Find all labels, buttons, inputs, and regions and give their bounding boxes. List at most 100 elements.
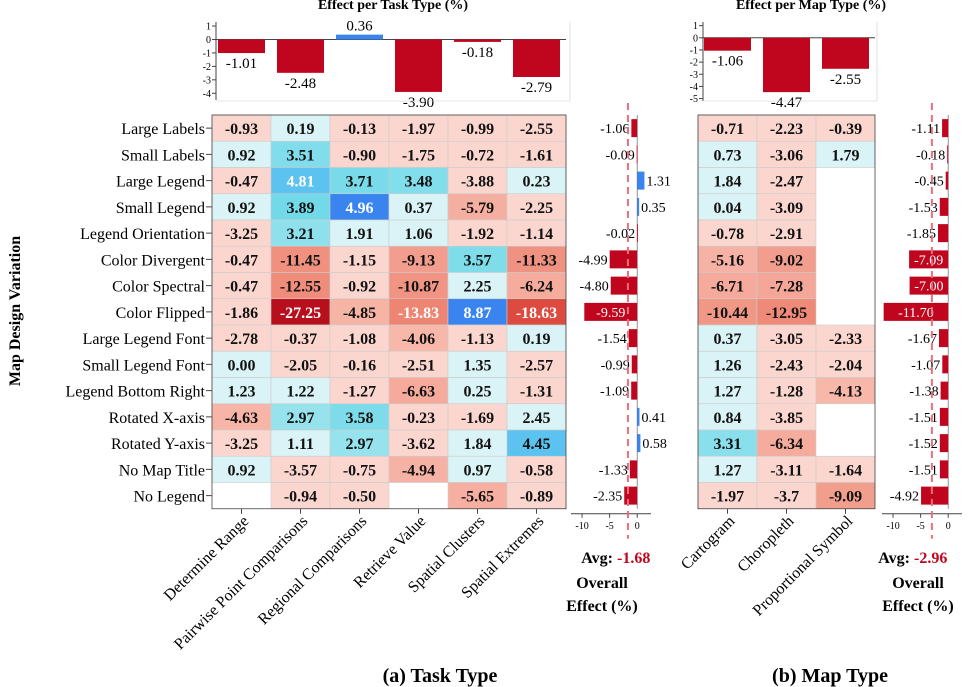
task-heatmap-cell-label: 3.48 — [405, 174, 433, 191]
task-heatmap-cell — [506, 167, 567, 195]
task-heatmap-cell — [329, 377, 390, 405]
task-heatmap-cell-label: 2.97 — [287, 410, 315, 427]
task-heatmap-cell-label: 1.35 — [464, 357, 492, 374]
task-heatmap-cell — [506, 193, 567, 221]
map-heatmap-column-label: Choropleth — [734, 513, 797, 576]
task-heatmap-cell — [270, 350, 331, 378]
map-overall-x-tick-label: -10 — [886, 521, 899, 532]
row-label: Large Legend — [116, 174, 205, 191]
panel-b-caption: (b) Map Type — [772, 665, 888, 687]
map-heatmap-cell — [756, 272, 817, 300]
task-overall-bar-label: -9.59 — [596, 306, 625, 321]
task-overall-bar — [636, 145, 638, 164]
task-heatmap-cell — [270, 403, 331, 431]
row-label: Rotated Y-axis — [111, 436, 205, 453]
map-heatmap-cell-label: -2.43 — [770, 357, 803, 374]
task-heatmap-cell-label: -3.25 — [225, 226, 258, 243]
task-heatmap-cell-label: -0.47 — [225, 279, 258, 296]
task-heatmap-cell-label: 8.87 — [464, 305, 492, 322]
task-heatmap-cell — [270, 482, 331, 510]
map-heatmap-cell-label: -3.7 — [774, 489, 799, 506]
task-heatmap-cell-label: 3.57 — [464, 252, 492, 269]
map-heatmap-cell — [756, 377, 817, 405]
task-heatmap-cell-label: 0.25 — [464, 384, 492, 401]
map-heatmap-column-label: Cartogram — [678, 512, 739, 573]
task-heatmap-cell — [506, 377, 567, 405]
task-heatmap-cell-label: -2.55 — [520, 121, 553, 138]
task-overall-bar — [637, 407, 640, 426]
task-heatmap-cell — [211, 140, 272, 168]
map-heatmap-cell — [756, 114, 817, 142]
task-heatmap-cell-label: 4.45 — [523, 436, 551, 453]
task-heatmap-cell-label: 1.22 — [287, 384, 315, 401]
task-heatmap-cell — [270, 245, 331, 273]
map-heatmap-cell-label: -2.47 — [770, 174, 803, 191]
row-label: Color Spectral — [112, 279, 205, 296]
task-heatmap-cell-label: 1.11 — [287, 436, 314, 453]
map-heatmap-cell-label: -0.78 — [711, 226, 744, 243]
map-bars-bar-label: -1.06 — [712, 54, 744, 70]
map-bars-bar — [822, 37, 869, 69]
task-heatmap-cell-label: -4.06 — [402, 331, 435, 348]
task-heatmap-cell — [506, 298, 567, 326]
map-heatmap-cell-label: -3.05 — [770, 331, 803, 348]
task-heatmap-cell-label: -0.75 — [343, 462, 376, 479]
map-heatmap-cell-label: -9.09 — [829, 489, 862, 506]
task-heatmap-cell-label: -6.24 — [520, 279, 553, 296]
map-heatmap-cell — [756, 298, 817, 326]
map-overall-bar-label: -0.45 — [915, 175, 944, 190]
task-heatmap-cell-label: -0.72 — [461, 147, 494, 164]
task-heatmap-cell-label: 2.45 — [523, 410, 551, 427]
map-heatmap-cell — [815, 482, 876, 510]
task-bars-bar-label: -3.90 — [403, 95, 434, 111]
task-bars-y-tick-label: -3 — [203, 75, 211, 86]
task-heatmap-cell — [329, 140, 390, 168]
task-heatmap-cell — [388, 114, 449, 142]
task-overall-bar-label: 0.35 — [641, 201, 666, 216]
map-heatmap-cell-label: -4.13 — [829, 384, 862, 401]
overall-map-label-1: Overall — [892, 575, 944, 592]
map-heatmap-cell-label: -9.02 — [770, 252, 803, 269]
task-heatmap-cell-label: -2.05 — [284, 357, 317, 374]
task-heatmap-cell — [211, 455, 272, 483]
map-bars-bar-label: -4.47 — [771, 95, 803, 111]
map-heatmap-cell-label: 1.26 — [714, 357, 742, 374]
task-overall-bar-label: -0.09 — [606, 148, 635, 163]
map-bars-y-tick-label: 0 — [693, 33, 698, 44]
row-label: Large Legend Font — [83, 331, 206, 348]
task-heatmap-cell-label: 3.51 — [287, 147, 315, 164]
map-overall-bar — [909, 276, 949, 295]
task-heatmap-cell-label: 1.84 — [464, 436, 492, 453]
task-heatmap-cell-label: -3.57 — [284, 462, 317, 479]
task-heatmap-cell — [447, 429, 508, 457]
task-heatmap-cell-label: 4.81 — [287, 174, 315, 191]
map-heatmap-cell-label: 1.27 — [714, 462, 742, 479]
task-heatmap-cell-label: 1.06 — [405, 226, 433, 243]
task-heatmap-cell-label: 0.19 — [287, 121, 315, 138]
map-heatmap-cell-label: -1.64 — [829, 462, 862, 479]
task-heatmap-cell — [270, 324, 331, 352]
task-heatmap-cell-label: -1.08 — [343, 331, 376, 348]
map-overall-x-tick-label: 0 — [946, 521, 951, 532]
task-heatmap-cell — [447, 245, 508, 273]
task-heatmap-cell — [329, 350, 390, 378]
map-overall-bar — [921, 486, 949, 505]
task-heatmap-cell-label: -1.15 — [343, 252, 376, 269]
task-bars-y-tick-label: 1 — [206, 22, 211, 33]
map-heatmap-cell — [697, 482, 758, 510]
task-overall-bar — [629, 460, 638, 479]
map-overall-bar-label: -1.07 — [911, 358, 940, 373]
map-overall-bar — [940, 381, 949, 400]
task-heatmap-cell-label: -1.75 — [402, 147, 435, 164]
task-heatmap-cell — [506, 455, 567, 483]
task-bars-y-tick-label: -4 — [203, 89, 211, 100]
map-heatmap-cell — [756, 350, 817, 378]
row-label: Large Labels — [121, 121, 205, 138]
task-heatmap-cell — [211, 377, 272, 405]
map-heatmap-column-label: Proportional Symbol — [750, 512, 857, 619]
task-heatmap-cell-label: -0.47 — [225, 174, 258, 191]
map-heatmap-cell-label: 0.84 — [714, 410, 742, 427]
task-heatmap-cell-label: -0.47 — [225, 252, 258, 269]
task-heatmap-cell-label: -5.65 — [461, 489, 494, 506]
task-overall-bar-label: -0.99 — [601, 358, 630, 373]
